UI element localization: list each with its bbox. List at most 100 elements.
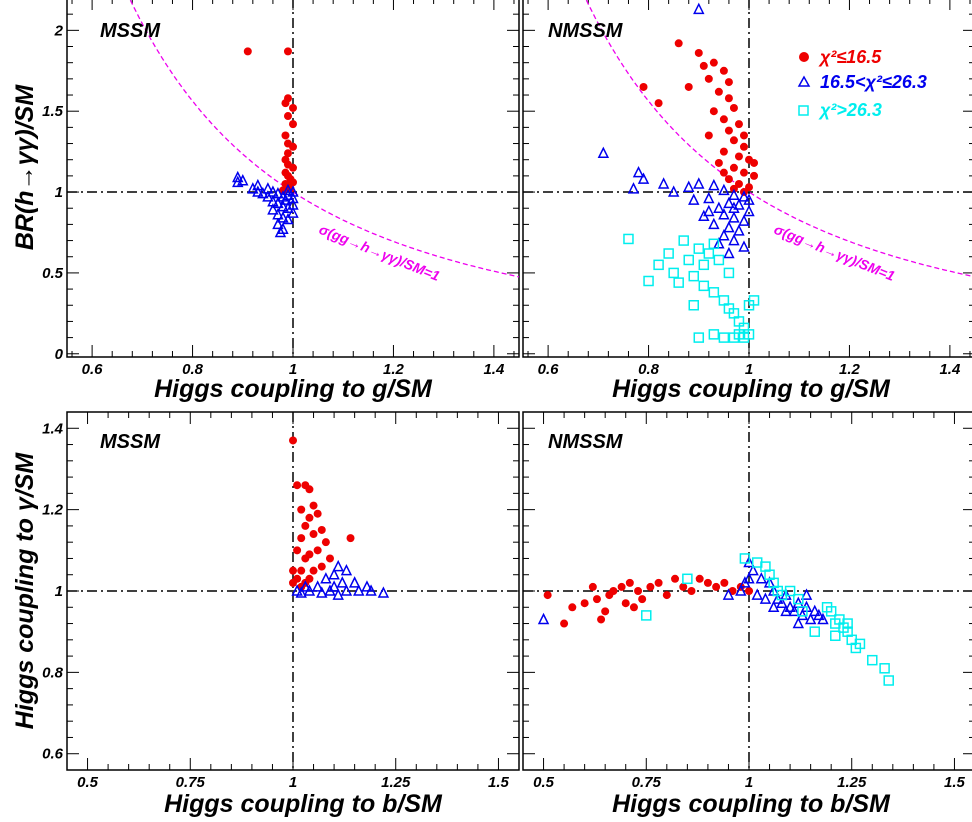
data-point-circle bbox=[621, 599, 630, 608]
data-point-circle bbox=[699, 61, 708, 70]
data-point-circle bbox=[671, 574, 680, 583]
data-point-circle bbox=[346, 534, 355, 543]
data-point-triangle bbox=[252, 185, 264, 197]
x-tick-label: 0.6 bbox=[538, 361, 560, 378]
data-point-circle bbox=[313, 509, 322, 518]
data-point-triangle bbox=[698, 209, 710, 222]
data-point-triangle bbox=[667, 185, 680, 197]
data-point-circle bbox=[712, 582, 721, 591]
data-point-circle bbox=[629, 603, 638, 612]
data-point-square bbox=[883, 675, 894, 686]
data-point-circle bbox=[313, 546, 322, 555]
data-point-triangle bbox=[299, 580, 312, 592]
data-point-triangle bbox=[328, 568, 340, 580]
data-point-square bbox=[867, 654, 878, 666]
data-point-triangle bbox=[800, 588, 813, 600]
data-point-square bbox=[723, 267, 735, 279]
data-point-circle bbox=[305, 513, 314, 522]
data-point-triangle bbox=[804, 612, 817, 625]
sigma-curve bbox=[129, 0, 519, 278]
data-point-triangle bbox=[279, 193, 292, 205]
data-point-square bbox=[748, 295, 760, 306]
data-point-triangle bbox=[252, 178, 264, 191]
data-point-triangle bbox=[316, 586, 328, 598]
data-point-circle bbox=[684, 82, 693, 91]
data-point-circle bbox=[719, 66, 728, 75]
data-point-circle bbox=[560, 619, 569, 628]
data-point-triangle bbox=[723, 220, 735, 233]
data-point-circle bbox=[317, 525, 326, 534]
legend-label-mid: 16.5<χ²≤26.3 bbox=[820, 72, 927, 92]
data-point-triangle bbox=[722, 588, 735, 600]
data-point-square bbox=[698, 259, 710, 271]
data-point-triangle bbox=[295, 586, 307, 598]
data-point-circle bbox=[617, 582, 626, 591]
y-axis-title: BR(h→γγ)/SM bbox=[11, 84, 39, 250]
data-point-triangle bbox=[277, 211, 289, 223]
data-point-circle bbox=[597, 615, 606, 624]
panel-1: 0.6 0.8 1 1.2 1.4 0 0.5 1 1.5 2 σ(gg→h→γγ)/SM=1 MSS… bbox=[11, 0, 520, 403]
data-point-triangle bbox=[332, 559, 344, 572]
data-point-circle bbox=[714, 158, 723, 167]
panel-label: MSSM bbox=[100, 20, 161, 42]
data-point-triangle bbox=[718, 229, 730, 241]
data-point-square bbox=[668, 267, 679, 279]
data-point-triangle bbox=[817, 612, 829, 625]
data-point-circle bbox=[301, 554, 310, 563]
data-point-circle bbox=[739, 131, 748, 140]
data-point-circle bbox=[694, 48, 703, 57]
data-point-circle bbox=[714, 87, 723, 96]
data-point-triangle bbox=[262, 190, 274, 202]
data-point-circle bbox=[745, 587, 753, 595]
data-point-circle bbox=[309, 530, 318, 539]
data-point-square bbox=[673, 277, 684, 288]
x-axis-title: Higgs coupling to g/SM bbox=[612, 375, 891, 403]
data-point-circle bbox=[580, 599, 589, 608]
data-point-square bbox=[663, 248, 674, 259]
panel-3: 0.5 0.75 1 1.25 1.5 0.6 0.8 1 1.2 1.4 MSSM Higgs co… bbox=[11, 411, 520, 818]
data-point-triangle bbox=[733, 224, 745, 236]
x-tick-label: 0.8 bbox=[638, 361, 660, 378]
data-point-circle bbox=[679, 582, 688, 591]
y-tick-label: 0.8 bbox=[42, 664, 64, 681]
data-point-circle bbox=[724, 175, 733, 184]
data-point-square bbox=[708, 238, 720, 250]
data-point-circle bbox=[739, 168, 748, 177]
x-tick-label: 0.6 bbox=[82, 361, 104, 378]
data-point-circle bbox=[745, 183, 753, 192]
x-tick-label: 1.2 bbox=[383, 361, 405, 378]
y-tick-label: 2 bbox=[54, 22, 64, 39]
data-point-circle bbox=[654, 99, 663, 108]
x-tick-label: 1.25 bbox=[837, 774, 867, 791]
curve-label: σ(gg→h→γγ)/SM=1 bbox=[772, 221, 898, 284]
data-point-circle bbox=[687, 587, 696, 595]
data-point-circle bbox=[674, 39, 683, 48]
data-point-square bbox=[821, 602, 833, 613]
data-point-square bbox=[793, 593, 804, 605]
data-point-circle bbox=[654, 578, 663, 587]
x-tick-label: 0.75 bbox=[176, 774, 206, 791]
data-point-square bbox=[693, 243, 705, 254]
data-point-triangle bbox=[353, 584, 365, 596]
data-point-square bbox=[653, 259, 664, 271]
data-point-triangle bbox=[267, 195, 279, 207]
data-point-circle bbox=[297, 534, 306, 543]
data-point-square bbox=[623, 233, 634, 245]
data-point-circle bbox=[289, 578, 297, 587]
data-point-circle bbox=[734, 179, 743, 188]
data-point-triangle bbox=[287, 185, 299, 197]
data-point-triangle bbox=[738, 190, 750, 202]
data-point-circle bbox=[309, 501, 318, 510]
data-point-triangle bbox=[361, 580, 373, 592]
data-point-triangle bbox=[282, 183, 294, 196]
legend-marker-triangle bbox=[797, 75, 811, 87]
data-point-triangle bbox=[282, 201, 294, 213]
data-point-circle bbox=[709, 58, 718, 67]
data-point-circle bbox=[609, 587, 618, 595]
sigma-curve bbox=[585, 0, 972, 277]
data-point-circle bbox=[543, 591, 552, 600]
data-point-circle bbox=[720, 578, 729, 587]
data-point-circle bbox=[289, 436, 297, 445]
data-point-square bbox=[708, 329, 720, 340]
data-point-circle bbox=[289, 120, 297, 129]
